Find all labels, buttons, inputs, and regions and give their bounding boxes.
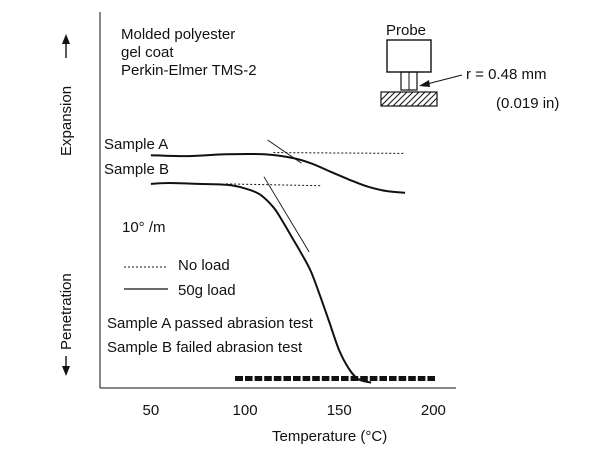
probe-radius-label: r = 0.48 mm [466,66,547,83]
probe-base [380,91,438,107]
heating-rate-label: 10° /m [122,219,166,236]
series-sample-b-dotted-line-3 [226,183,321,187]
material-line-3: Perkin-Elmer TMS-2 [121,62,257,79]
legend-samples [124,266,168,290]
material-line-1: Molded polyester [121,26,236,43]
probe-radius-in-label: (0.019 in) [496,95,560,112]
legend-50g-load-label: 50g load [178,282,236,299]
series-layer [150,139,406,384]
x-tick-label-100: 100 [233,402,258,419]
penetration-arrow [62,356,70,376]
x-tick-label-200: 200 [421,402,446,419]
result-a-label: Sample A passed abrasion test [107,315,313,332]
result-b-label: Sample B failed abrasion test [107,339,303,356]
series-sample-a-dotted-line-1 [273,152,406,154]
probe-radius-pointer [426,74,463,85]
probe-body [386,39,432,73]
series-sample-a-solid-line-0 [150,152,406,194]
series-sample-b-solid-line-2 [150,181,372,384]
probe-diagram [380,39,463,107]
y-label-penetration: Penetration [58,273,75,350]
sample-a-label: Sample A [104,136,169,153]
probe-radius-arrowhead [419,80,430,87]
sample-b-label: Sample B [104,161,170,178]
probe-label: Probe [386,22,427,39]
material-line-2: gel coat [121,44,174,61]
x-axis-label: Temperature (°C) [272,428,388,445]
axes [99,12,456,389]
probe-base-hatch [380,91,438,107]
x-tick-label-50: 50 [143,402,160,419]
series-tangent-thin-line-5 [267,139,302,164]
x-tick-label-150: 150 [327,402,352,419]
x-tick-labels: 50 100 150 200 [143,402,446,419]
series-tangent-thin-line-4 [263,176,310,253]
expansion-arrow [62,34,70,58]
legend-no-load-label: No load [178,257,230,274]
heater-bar [235,376,437,381]
y-label-expansion: Expansion [58,85,75,156]
